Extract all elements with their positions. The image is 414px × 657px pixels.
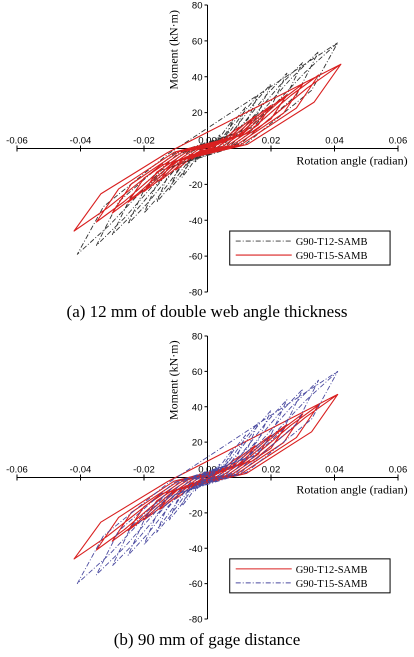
y-tick-label: 40 bbox=[192, 72, 203, 83]
y-tick-label: -80 bbox=[189, 288, 203, 299]
legend-box bbox=[229, 230, 391, 266]
caption-b: (b) 90 mm of gage distance bbox=[113, 630, 301, 649]
x-tick-label: -0.04 bbox=[70, 465, 92, 476]
x-tick-label: -0.06 bbox=[6, 136, 28, 147]
legend-label: G90-T15-SAMB bbox=[296, 251, 368, 262]
caption-a: (a) 12 mm of double web angle thickness bbox=[66, 302, 348, 321]
chart-panel-b: -0.06 -0.04 -0.02 0.00 0.02 0.04 0.06 -80 -60 -40… bbox=[0, 330, 414, 657]
y-tick-label: 60 bbox=[192, 367, 203, 378]
x-tick-label: 0.02 bbox=[262, 465, 281, 476]
y-axis-label: Moment (kN·m) bbox=[167, 10, 181, 90]
x-tick-label: 0.06 bbox=[389, 136, 408, 147]
y-tick-label: 20 bbox=[192, 108, 203, 119]
series-line-g90-t15-samb bbox=[73, 63, 342, 232]
legend-box bbox=[229, 558, 391, 594]
chart-a: -0.06 -0.04 -0.02 0.00 0.02 0.04 0.06 -80 -60 -40… bbox=[6, 1, 408, 299]
legend-label: G90-T12-SAMB bbox=[296, 237, 368, 248]
legend-label: G90-T12-SAMB bbox=[296, 565, 368, 576]
x-tick-label: -0.04 bbox=[70, 136, 92, 147]
x-tick-label: -0.02 bbox=[133, 136, 155, 147]
y-tick-label: -40 bbox=[189, 216, 203, 227]
series-line-g90-t15-samb bbox=[76, 370, 339, 585]
legend-label: G90-T15-SAMB bbox=[296, 579, 368, 590]
y-tick-label: -20 bbox=[189, 508, 203, 519]
y-tick-label: -40 bbox=[189, 544, 203, 555]
x-tick-label: 0.02 bbox=[262, 136, 281, 147]
y-tick-label: -80 bbox=[189, 615, 203, 626]
x-tick-label: 0.06 bbox=[389, 465, 408, 476]
x-axis-label: Rotation angle (radian) bbox=[296, 483, 407, 497]
x-axis-label: Rotation angle (radian) bbox=[296, 154, 407, 168]
y-tick-label: 20 bbox=[192, 438, 203, 449]
x-tick-label: 0.00 bbox=[198, 465, 217, 476]
chart-b: -0.06 -0.04 -0.02 0.00 0.02 0.04 0.06 -80 -60 -40… bbox=[6, 332, 408, 626]
y-tick-label: 80 bbox=[192, 332, 203, 343]
x-tick-label: 0.04 bbox=[325, 136, 344, 147]
x-tick-label: -0.06 bbox=[6, 465, 28, 476]
y-tick-label: -60 bbox=[189, 579, 203, 590]
y-tick-label: 40 bbox=[192, 402, 203, 413]
y-tick-label: 80 bbox=[192, 1, 203, 12]
x-tick-label: 0.00 bbox=[198, 136, 217, 147]
x-tick-label: 0.04 bbox=[325, 465, 344, 476]
y-tick-label: 60 bbox=[192, 36, 203, 47]
chart-panel-a: -0.06 -0.04 -0.02 0.00 0.02 0.04 0.06 -80 -60 -40… bbox=[6, 1, 408, 322]
y-tick-label: -60 bbox=[189, 252, 203, 263]
x-tick-label: -0.02 bbox=[133, 465, 155, 476]
y-axis-label: Moment (kN·m) bbox=[167, 340, 181, 420]
y-tick-label: -20 bbox=[189, 180, 203, 191]
